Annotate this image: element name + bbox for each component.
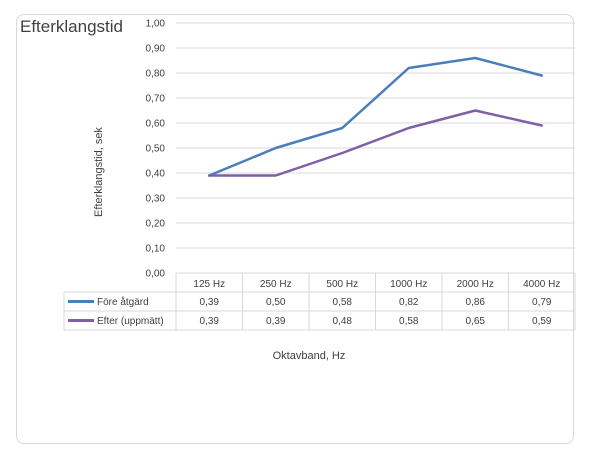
legend-label: Efter (uppmätt) [97,316,164,327]
legend-label: Före åtgärd [97,296,149,308]
y-tick-label: 0,60 [146,119,166,130]
chart-frame [16,14,574,444]
x-tick-label: 125 Hz [193,279,225,290]
x-axis-label: Oktavband, Hz [272,350,346,362]
x-tick-label: 4000 Hz [523,279,560,290]
series-line [208,109,543,177]
x-tick-label: 500 Hz [326,279,358,290]
x-tick-label: 1000 Hz [390,279,427,290]
table-value: 0,39 [266,316,286,327]
table-value: 0,58 [333,297,353,308]
table-value: 0,65 [466,316,486,327]
table-value: 0,58 [399,316,419,327]
y-tick-label: 0,70 [146,94,166,105]
chart-title: Efterklangstid [20,17,123,36]
y-tick-label: 0,00 [146,269,166,280]
table-value: 0,59 [532,316,552,327]
y-tick-label: 0,80 [146,69,166,80]
table-value: 0,82 [399,297,419,308]
table-value: 0,86 [466,297,486,308]
y-tick-label: 1,00 [146,19,166,30]
x-tick-label: 250 Hz [260,279,292,290]
table-value: 0,39 [200,316,220,327]
y-tick-label: 0,20 [146,219,166,230]
table-value: 0,39 [200,297,220,308]
table-value: 0,48 [333,316,353,327]
y-tick-label: 0,40 [146,169,166,180]
y-tick-label: 0,90 [146,44,166,55]
y-tick-label: 0,10 [146,244,166,255]
table-value: 0,79 [532,297,552,308]
table-value: 0,50 [266,297,286,308]
y-tick-label: 0,30 [146,194,166,205]
series-line [208,56,543,177]
y-tick-label: 0,50 [146,144,166,155]
x-tick-label: 2000 Hz [457,279,494,290]
